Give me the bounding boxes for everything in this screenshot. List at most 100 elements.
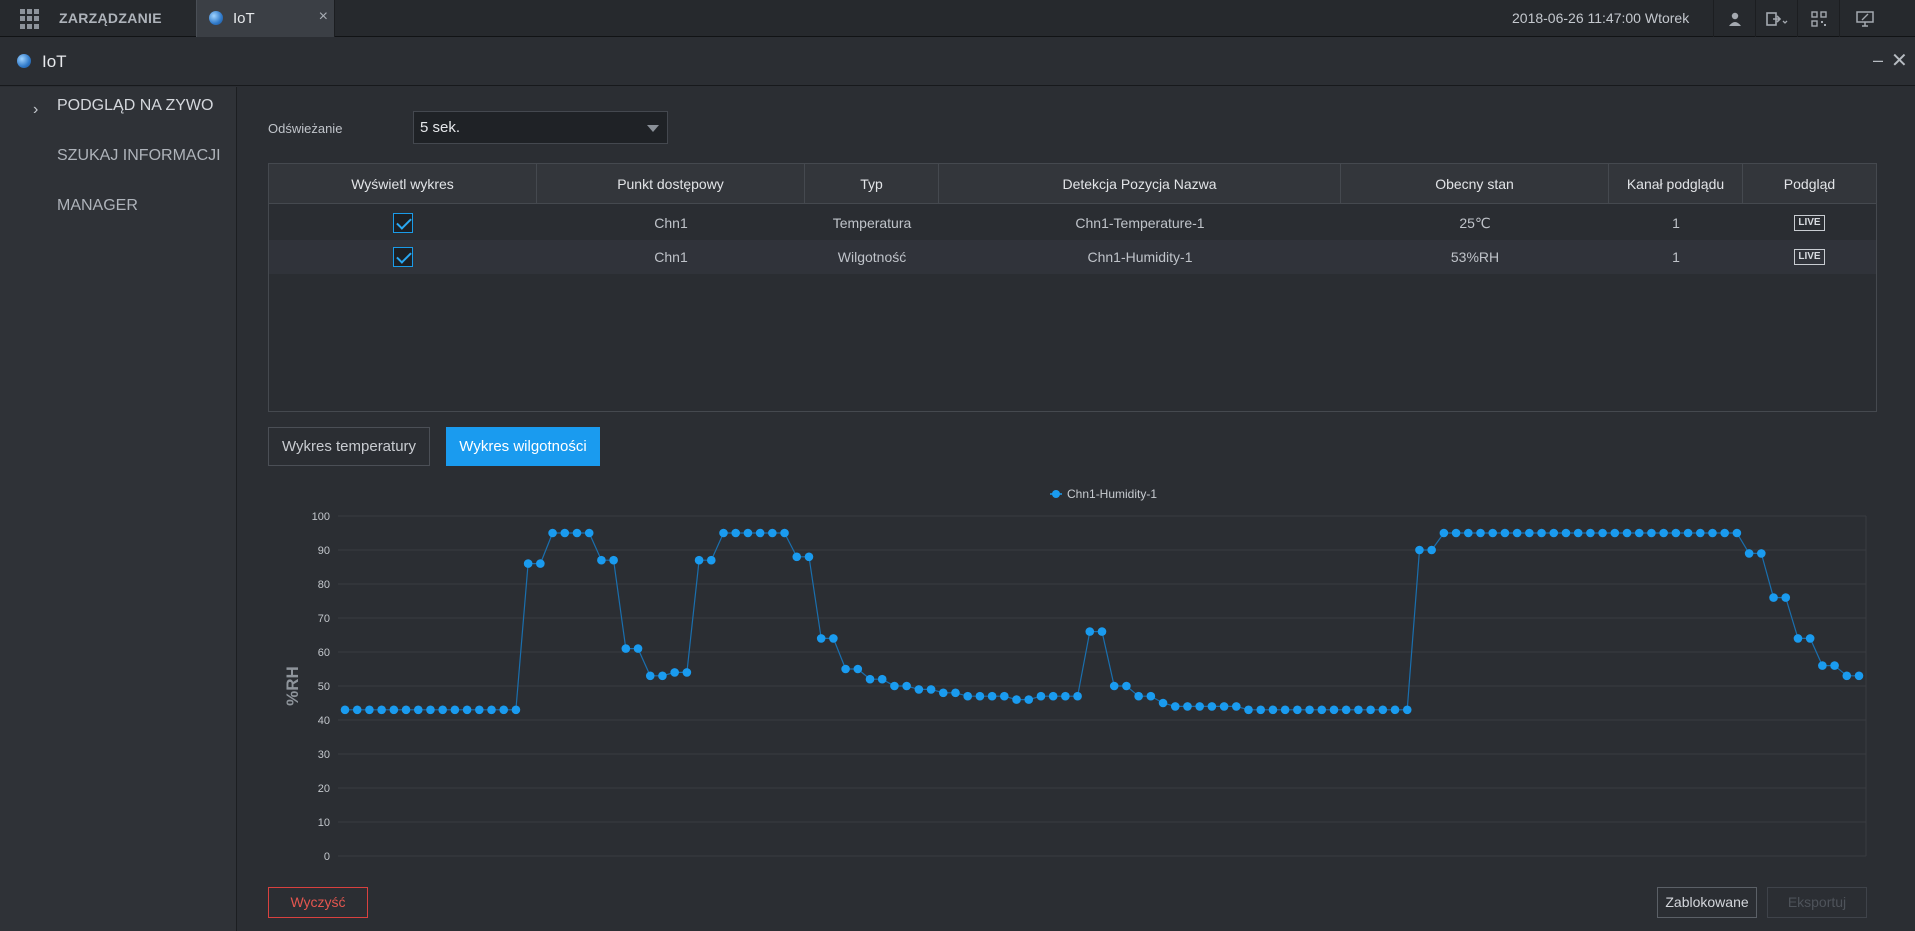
logout-icon[interactable] bbox=[1755, 0, 1797, 37]
data-point bbox=[365, 705, 374, 715]
data-point bbox=[1268, 705, 1278, 715]
export-button[interactable]: Eksportuj bbox=[1767, 887, 1867, 918]
refresh-select[interactable]: 5 sek. bbox=[413, 111, 668, 144]
data-point bbox=[1610, 528, 1620, 538]
col-type: Typ bbox=[805, 164, 939, 204]
sidebar-item-search-info[interactable]: SZUKAJ INFORMACJI bbox=[57, 147, 221, 164]
close-window-icon[interactable]: ✕ bbox=[1891, 50, 1908, 72]
data-point bbox=[377, 705, 386, 715]
data-point bbox=[1793, 634, 1803, 643]
y-tick-label: 70 bbox=[318, 613, 330, 625]
iot-tab-label: IoT bbox=[233, 10, 255, 27]
cell-name: Chn1-Humidity-1 bbox=[1087, 249, 1193, 265]
data-point bbox=[1024, 695, 1034, 704]
data-point bbox=[1634, 528, 1644, 538]
minimize-icon[interactable]: – bbox=[1873, 50, 1884, 70]
data-point bbox=[426, 705, 435, 715]
live-preview-button[interactable]: LIVE bbox=[1794, 249, 1825, 266]
data-point bbox=[1854, 671, 1864, 681]
qr-code-icon[interactable] bbox=[1797, 0, 1839, 37]
data-point bbox=[829, 634, 838, 643]
data-point bbox=[560, 528, 570, 538]
data-point bbox=[1219, 702, 1229, 711]
legend-marker bbox=[1052, 490, 1060, 498]
data-point bbox=[1415, 545, 1424, 555]
data-point bbox=[1805, 634, 1815, 643]
globe-icon bbox=[209, 11, 223, 25]
data-point bbox=[438, 705, 447, 715]
data-point bbox=[975, 691, 985, 701]
temperature-chart-tab[interactable]: Wykres temperatury bbox=[268, 427, 430, 466]
data-point bbox=[462, 705, 472, 715]
close-tab-icon[interactable]: × bbox=[318, 8, 328, 25]
show-chart-checkbox[interactable] bbox=[393, 246, 413, 267]
user-icon[interactable] bbox=[1713, 0, 1755, 37]
sidebar bbox=[0, 87, 237, 931]
data-point bbox=[523, 559, 533, 568]
data-point bbox=[853, 664, 863, 674]
y-tick-label: 20 bbox=[318, 783, 330, 795]
data-point bbox=[1317, 705, 1327, 715]
data-point bbox=[963, 691, 972, 701]
data-point bbox=[1549, 528, 1559, 538]
data-point bbox=[755, 528, 765, 538]
data-point bbox=[352, 705, 362, 715]
data-point bbox=[1402, 705, 1412, 715]
data-point bbox=[1085, 627, 1095, 636]
manage-tab[interactable]: ZARZĄDZANIE bbox=[59, 10, 162, 26]
cell-access-point: Chn1 bbox=[654, 249, 688, 265]
data-point bbox=[743, 528, 753, 538]
data-point bbox=[1427, 545, 1436, 555]
data-point bbox=[1500, 528, 1510, 538]
sidebar-item-manager[interactable]: MANAGER bbox=[57, 197, 138, 214]
data-point bbox=[926, 685, 936, 694]
y-tick-label: 100 bbox=[312, 511, 330, 523]
data-point bbox=[1659, 528, 1668, 538]
clear-button[interactable]: Wyczyść bbox=[268, 887, 368, 918]
data-point bbox=[1097, 627, 1107, 636]
refresh-value: 5 sek. bbox=[420, 119, 461, 136]
y-tick-label: 30 bbox=[318, 749, 330, 761]
data-point bbox=[719, 528, 728, 538]
cell-channel: 1 bbox=[1672, 249, 1680, 265]
col-show-chart: Wyświetl wykres bbox=[269, 164, 537, 204]
series-line bbox=[345, 532, 1859, 711]
top-icon-bar bbox=[1713, 0, 1889, 37]
cell-type: Temperatura bbox=[832, 215, 912, 231]
data-point bbox=[1744, 549, 1754, 558]
sidebar-item-live-view[interactable]: PODGLĄD NA ZYWO bbox=[57, 97, 214, 114]
globe-icon bbox=[17, 54, 31, 68]
data-point bbox=[1781, 593, 1791, 602]
data-point bbox=[389, 705, 399, 715]
data-point bbox=[1366, 705, 1375, 715]
table-row: Chn1 Temperatura Chn1-Temperature-1 25℃ … bbox=[269, 206, 1876, 240]
iot-tab[interactable]: IoT × bbox=[196, 0, 335, 37]
data-point bbox=[1134, 691, 1143, 701]
cell-type: Wilgotność bbox=[837, 249, 907, 265]
data-point bbox=[938, 688, 948, 698]
apps-grid-icon[interactable] bbox=[20, 9, 40, 29]
data-point bbox=[1537, 528, 1546, 538]
data-point bbox=[1842, 671, 1852, 681]
data-point bbox=[877, 674, 887, 684]
top-bar: ZARZĄDZANIE IoT × 2018-06-26 11:47:00 Wt… bbox=[0, 0, 1915, 37]
data-point bbox=[1293, 705, 1302, 715]
data-point bbox=[1769, 593, 1778, 602]
show-chart-checkbox[interactable] bbox=[393, 212, 413, 233]
data-point bbox=[1451, 528, 1461, 538]
humidity-chart-tab[interactable]: Wykres wilgotności bbox=[446, 427, 600, 466]
live-preview-button[interactable]: LIVE bbox=[1794, 215, 1825, 232]
data-point bbox=[1830, 661, 1839, 670]
data-point bbox=[865, 674, 875, 684]
monitor-icon[interactable] bbox=[1839, 0, 1889, 37]
sensor-table: Wyświetl wykres Punkt dostępowy Typ Dete… bbox=[268, 163, 1877, 412]
data-point bbox=[450, 705, 460, 715]
table-header: Wyświetl wykres Punkt dostępowy Typ Dete… bbox=[269, 164, 1876, 204]
cell-state: 25℃ bbox=[1459, 215, 1491, 231]
data-point bbox=[475, 705, 484, 715]
data-point bbox=[1573, 528, 1583, 538]
data-point bbox=[1048, 691, 1058, 701]
data-point bbox=[792, 552, 802, 562]
locked-button[interactable]: Zablokowane bbox=[1657, 887, 1757, 918]
data-point bbox=[1207, 702, 1217, 711]
